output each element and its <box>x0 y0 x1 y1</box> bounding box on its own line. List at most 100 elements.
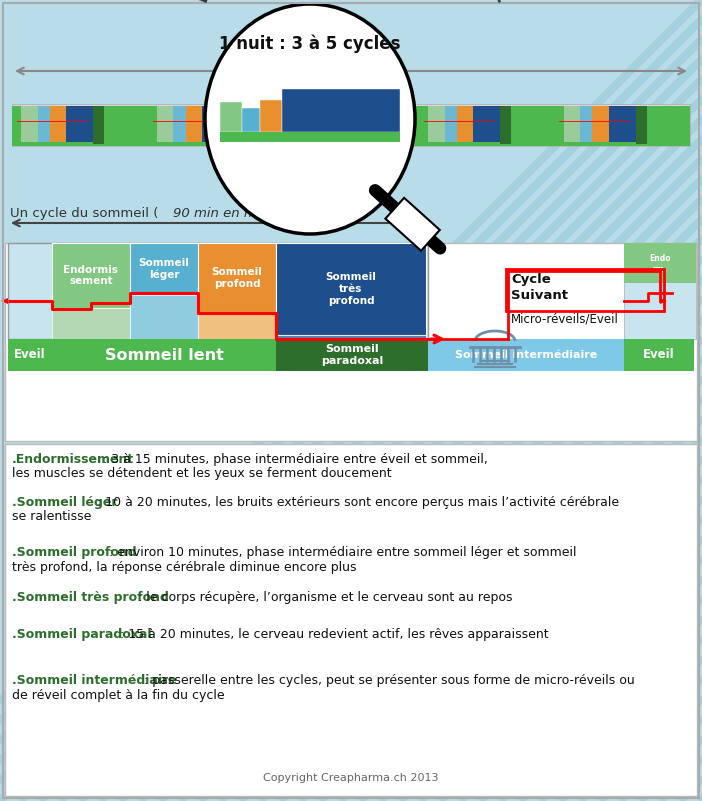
Bar <box>428 106 444 144</box>
Bar <box>444 106 457 144</box>
Polygon shape <box>1 298 8 304</box>
Bar <box>242 108 260 131</box>
Text: : passerelle entre les cycles, peut se présenter sous forme de micro-réveils ou: : passerelle entre les cycles, peut se p… <box>140 674 635 687</box>
Text: Sommeil
léger: Sommeil léger <box>138 258 190 280</box>
Bar <box>609 106 636 144</box>
Bar <box>276 339 428 371</box>
Bar <box>376 106 419 144</box>
Polygon shape <box>385 198 440 251</box>
Bar <box>636 106 647 144</box>
Bar <box>555 142 690 146</box>
Text: : 10 à 20 minutes, les bruits extérieurs sont encore perçus mais l’activité céré: : 10 à 20 minutes, les bruits extérieurs… <box>93 496 619 509</box>
Bar <box>457 106 473 144</box>
Bar <box>283 142 419 146</box>
Ellipse shape <box>205 4 415 234</box>
Bar <box>624 243 696 339</box>
Text: très profond, la réponse cérébrale diminue encore plus: très profond, la réponse cérébrale dimin… <box>12 561 357 574</box>
Text: .Sommeil très profond: .Sommeil très profond <box>12 591 169 604</box>
Bar <box>93 106 104 144</box>
Bar <box>220 103 242 131</box>
Text: Sommeil
très
profond: Sommeil très profond <box>326 272 376 306</box>
Bar <box>500 106 511 144</box>
Text: Sommeil
profond: Sommeil profond <box>211 268 263 289</box>
Text: Micro-réveils/Eveil: Micro-réveils/Eveil <box>511 313 619 326</box>
Text: .Sommeil léger: .Sommeil léger <box>12 496 117 509</box>
Bar <box>12 106 22 144</box>
Bar <box>130 243 198 295</box>
Text: Endo
rm.: Endo rm. <box>649 254 671 274</box>
Text: Sommeil intermédiaire: Sommeil intermédiaire <box>455 350 597 360</box>
Text: se ralentisse: se ralentisse <box>12 510 91 524</box>
Text: : environ 10 minutes, phase intermédiaire entre sommeil léger et sommeil: : environ 10 minutes, phase intermédiair… <box>105 546 576 559</box>
Bar <box>157 106 173 144</box>
Text: Endormis
sement: Endormis sement <box>63 264 119 286</box>
Bar <box>50 106 66 144</box>
Bar <box>12 104 690 146</box>
Bar <box>276 335 426 339</box>
Bar <box>322 106 338 144</box>
Bar <box>198 313 276 339</box>
Bar <box>282 89 400 131</box>
Text: .Endormissement: .Endormissement <box>12 453 134 466</box>
Text: Copyright Creapharma.ch 2013: Copyright Creapharma.ch 2013 <box>263 773 439 783</box>
Bar <box>506 269 664 311</box>
Bar <box>511 106 555 144</box>
Bar <box>500 106 511 144</box>
Bar <box>38 106 50 144</box>
Text: Eveil: Eveil <box>643 348 675 361</box>
Bar <box>93 106 104 144</box>
Text: 1 nuit : 3 à 5 cycles: 1 nuit : 3 à 5 cycles <box>219 34 401 53</box>
Bar <box>419 142 555 146</box>
Bar <box>173 106 185 144</box>
Text: Sommeil lent: Sommeil lent <box>105 348 223 363</box>
Bar <box>8 339 52 371</box>
Text: .Sommeil intermédiaire: .Sommeil intermédiaire <box>12 674 177 687</box>
Bar <box>22 106 38 144</box>
Bar <box>309 106 322 144</box>
Text: L: L <box>192 0 213 5</box>
Bar <box>147 106 157 144</box>
Polygon shape <box>660 298 667 304</box>
Bar <box>220 131 400 142</box>
Text: .Sommeil profond: .Sommeil profond <box>12 546 137 559</box>
Text: : 15 à 20 minutes, le cerveau redevient actif, les rêves apparaissent: : 15 à 20 minutes, le cerveau redevient … <box>117 628 549 641</box>
Text: les muscles se détendent et les yeux se ferment doucement: les muscles se détendent et les yeux se … <box>12 468 392 481</box>
Text: Eveil: Eveil <box>14 348 46 361</box>
Bar <box>147 142 283 146</box>
Text: Un cycle du sommeil (: Un cycle du sommeil ( <box>10 207 159 220</box>
Bar <box>364 106 376 144</box>
Bar <box>293 106 309 144</box>
Bar <box>364 106 376 144</box>
Text: ): ) <box>316 207 321 220</box>
Bar <box>52 339 276 371</box>
Bar <box>5 444 697 796</box>
Text: : 3 à 15 minutes, phase intermédiaire entre éveil et sommeil,: : 3 à 15 minutes, phase intermédiaire en… <box>99 453 488 466</box>
Bar <box>260 100 282 131</box>
Bar <box>185 106 202 144</box>
Text: .Sommeil paradoxal: .Sommeil paradoxal <box>12 628 152 641</box>
Bar <box>240 106 283 144</box>
Bar <box>52 243 130 308</box>
Text: Cycle: Cycle <box>511 273 551 286</box>
Bar <box>52 308 130 339</box>
Text: 90 min en moyenne: 90 min en moyenne <box>173 207 306 220</box>
Bar <box>276 243 426 335</box>
Bar <box>636 106 647 144</box>
Text: L: L <box>489 0 510 5</box>
Bar <box>8 243 428 339</box>
Bar <box>202 106 229 144</box>
Bar <box>198 243 276 313</box>
Bar <box>580 106 592 144</box>
Bar <box>564 106 580 144</box>
Text: Sommeil
paradoxal: Sommeil paradoxal <box>321 344 383 366</box>
Bar <box>592 106 609 144</box>
Bar <box>338 106 364 144</box>
Bar <box>130 295 198 339</box>
Bar <box>229 106 240 144</box>
Text: : le corps récupère, l’organisme et le cerveau sont au repos: : le corps récupère, l’organisme et le c… <box>134 591 512 604</box>
Bar <box>624 339 694 371</box>
Bar <box>283 106 293 144</box>
Bar <box>66 106 93 144</box>
Bar <box>428 339 624 371</box>
Bar <box>647 106 690 144</box>
